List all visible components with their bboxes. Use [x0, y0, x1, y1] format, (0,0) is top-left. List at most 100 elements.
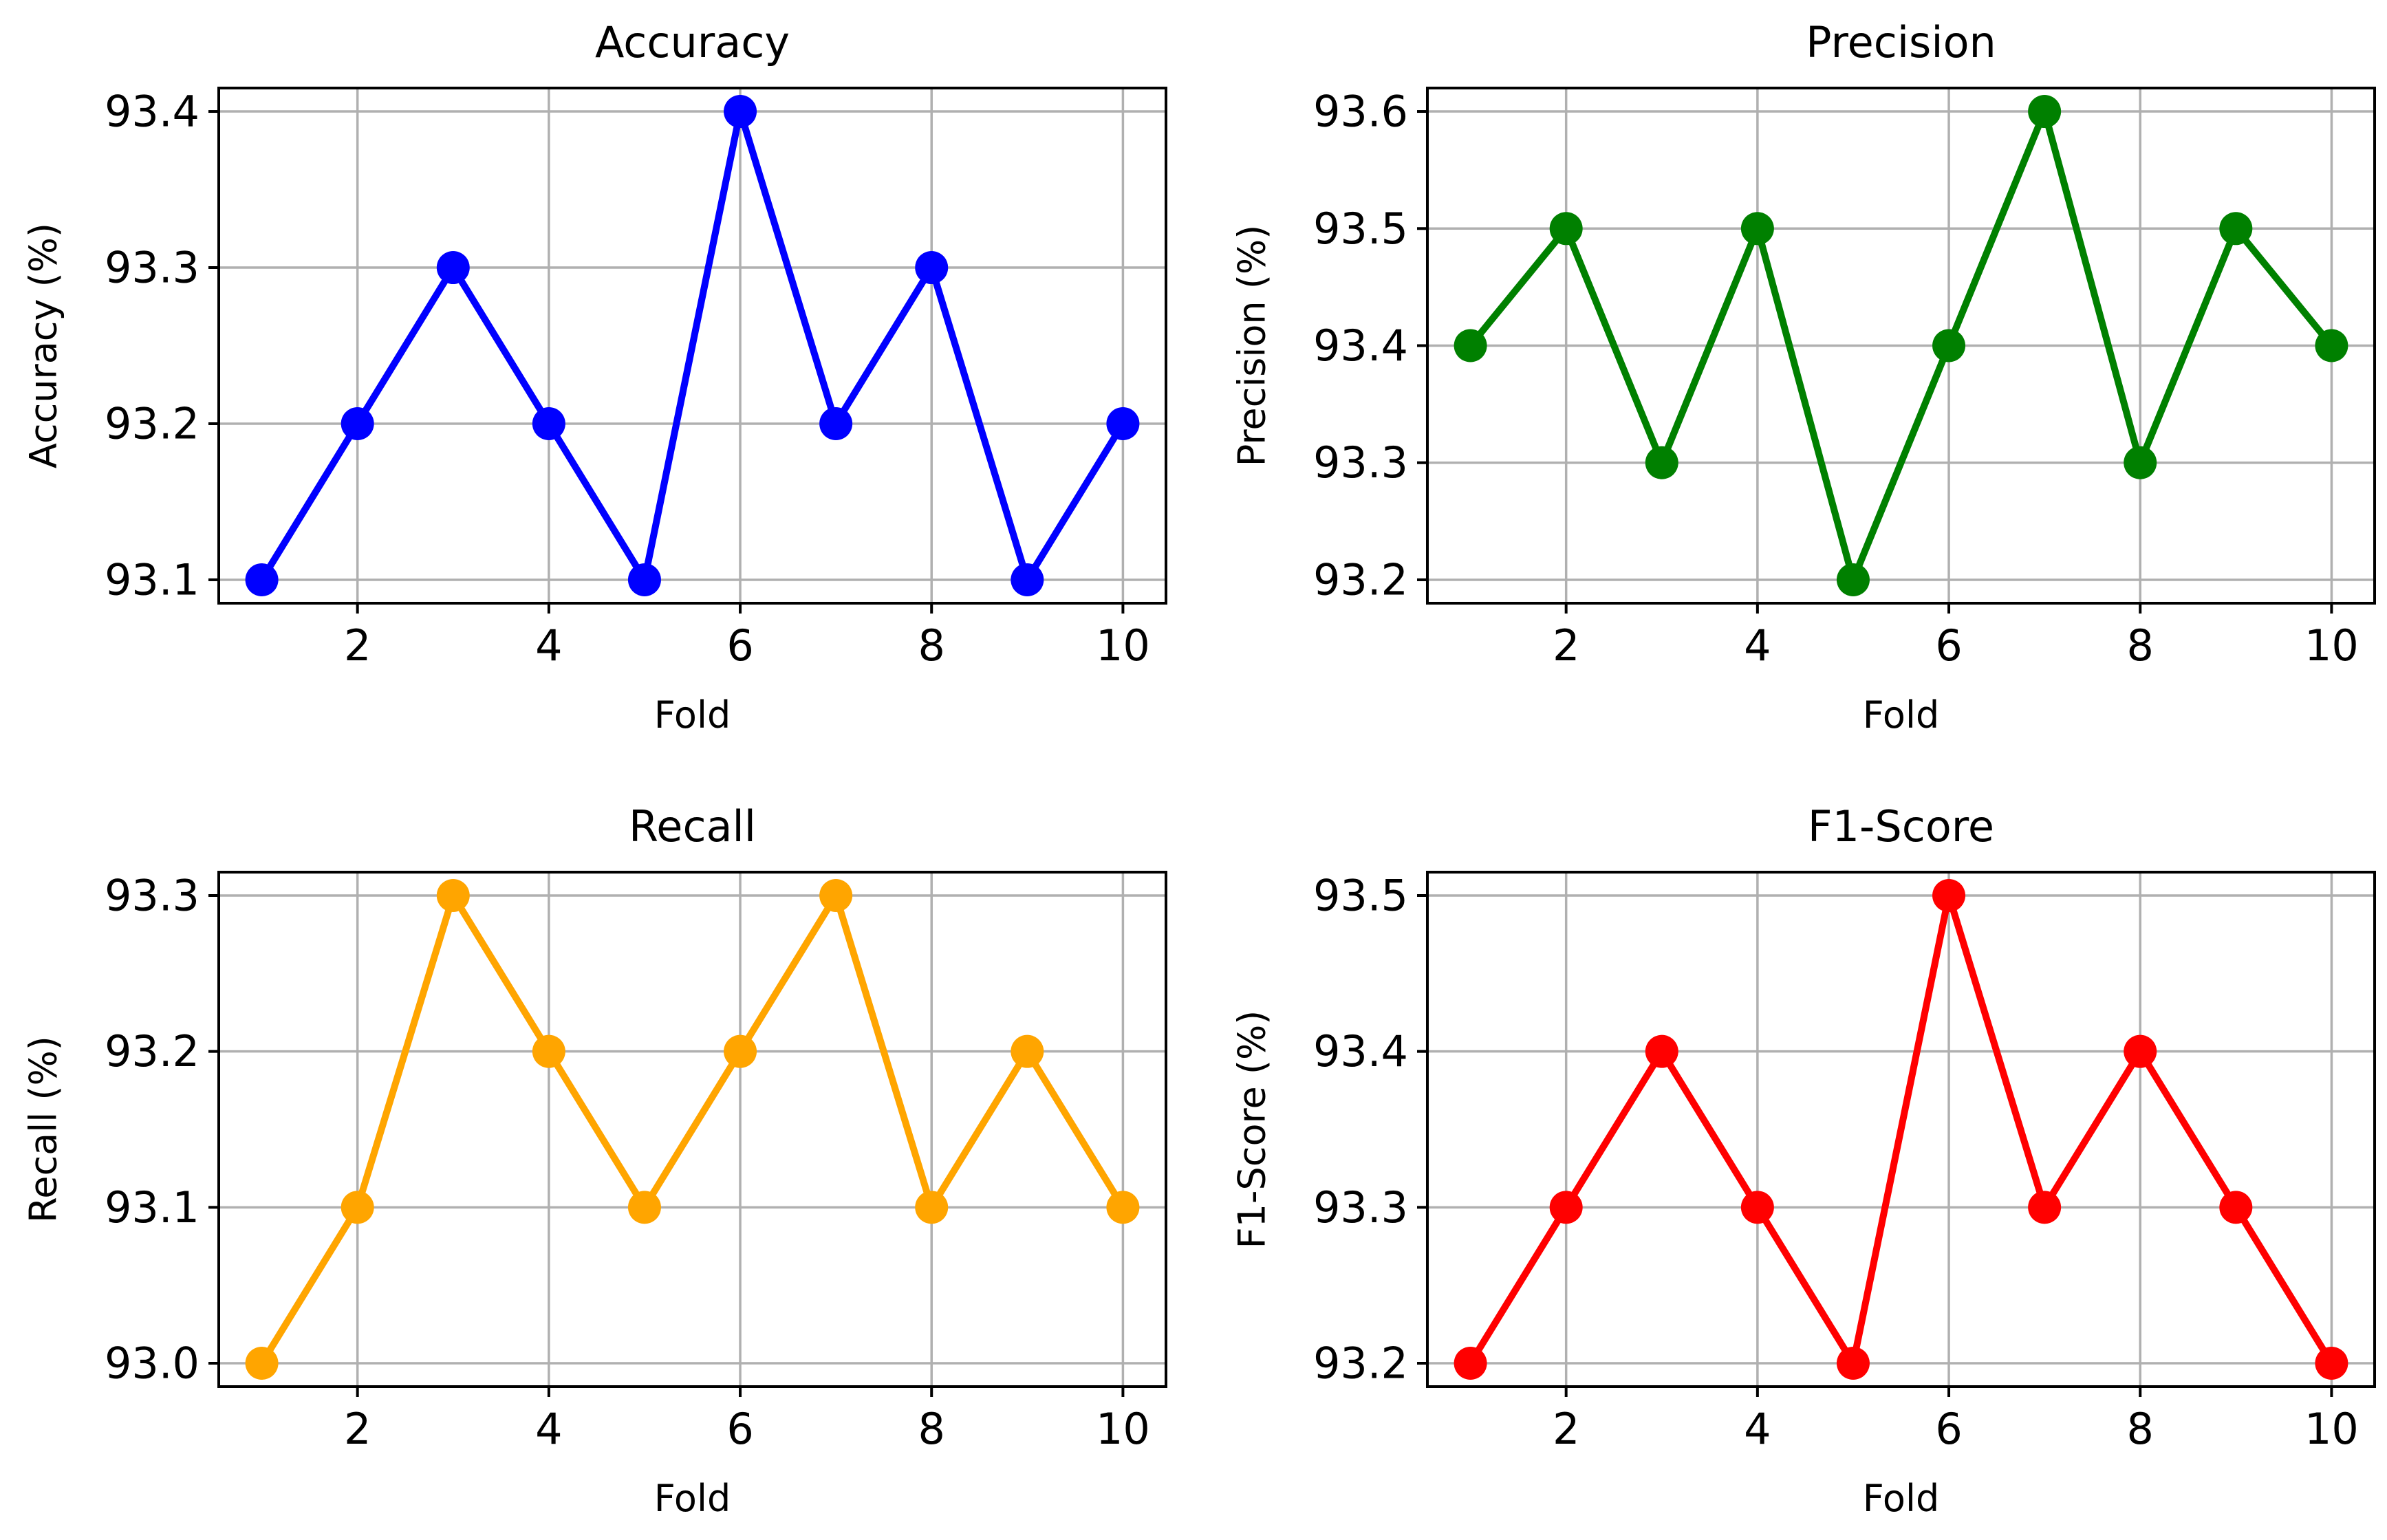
x-tick-label: 10 [1096, 620, 1150, 671]
x-tick-label: 2 [344, 620, 371, 671]
data-point [1932, 329, 1966, 362]
data-point [1011, 1034, 1044, 1068]
data-point [1836, 563, 1870, 596]
x-tick-label: 4 [535, 620, 562, 671]
x-tick-label: 4 [535, 1404, 562, 1454]
y-tick-label: 93.2 [105, 1026, 199, 1076]
data-point [436, 879, 470, 912]
gridlines [219, 872, 1166, 1387]
chart-title: Recall [629, 801, 756, 852]
x-axis-label: Fold [1863, 693, 1939, 737]
series-line [1467, 108, 2335, 583]
data-point [1106, 406, 1140, 440]
y-tick-label: 93.1 [105, 1182, 199, 1233]
data-point [2124, 446, 2157, 479]
chart-panel-4: 2 4 6 8 10 93.2 93.3 93.4 93.5 F1-Score Fold F1-Sco… [1231, 801, 2376, 1520]
x-tick-label: 2 [344, 1404, 371, 1454]
x-tick-label: 6 [1935, 1404, 1962, 1454]
data-point [915, 1191, 949, 1224]
y-tick-label: 93.4 [105, 87, 199, 137]
data-point [819, 879, 853, 912]
axes-frame [217, 87, 1167, 605]
chart-title: Accuracy [595, 17, 790, 67]
chart-title: Precision [1806, 17, 1996, 67]
y-tick-label: 93.4 [1313, 1026, 1408, 1076]
chart-panel-3: 2 4 6 8 10 93.0 93.1 93.2 93.3 Recall Fold Recall (… [22, 801, 1167, 1520]
y-axis-label: Recall (%) [22, 1036, 65, 1223]
gridlines [219, 88, 1166, 603]
y-tick-label: 93.2 [105, 398, 199, 448]
data-point [341, 406, 374, 440]
x-tick-label: 6 [726, 1404, 753, 1454]
y-tick-label: 93.3 [1313, 437, 1408, 488]
gridlines [1427, 88, 2375, 603]
x-tick-label: 10 [2304, 620, 2359, 671]
y-axis-label: Precision (%) [1231, 225, 1274, 467]
data-point [627, 563, 661, 596]
x-tick-label: 8 [2127, 1404, 2154, 1454]
y-tick-label: 93.0 [105, 1338, 199, 1389]
data-point [1454, 329, 1487, 362]
data-point [915, 251, 949, 285]
data-point [532, 1034, 565, 1068]
axes-frame [217, 871, 1167, 1388]
data-point [1011, 563, 1044, 596]
data-point [2315, 329, 2348, 362]
x-axis-label: Fold [654, 1477, 731, 1520]
data-point [1645, 1034, 1678, 1068]
data-point [1836, 1347, 1870, 1380]
y-tick-label: 93.3 [105, 871, 199, 921]
x-tick-label: 4 [1744, 620, 1771, 671]
data-point [1454, 1347, 1487, 1380]
y-tick-label: 93.2 [1313, 554, 1408, 605]
data-point [436, 251, 470, 285]
chart-title: F1-Score [1808, 801, 1994, 852]
y-tick-label: 93.2 [1313, 1338, 1408, 1389]
data-point [245, 563, 279, 596]
data-point [2028, 1191, 2062, 1224]
x-tick-label: 10 [1096, 1404, 1150, 1454]
data-point [1932, 879, 1966, 912]
x-tick-label: 2 [1553, 620, 1579, 671]
data-point [627, 1191, 661, 1224]
chart-panel-2: 2 4 6 8 10 93.2 93.3 93.4 93.5 93.6 Precision Fold P… [1231, 17, 2376, 737]
y-tick-label: 93.6 [1313, 87, 1408, 137]
data-point [1549, 212, 1583, 246]
x-tick-label: 6 [1935, 620, 1962, 671]
x-tick-label: 8 [918, 620, 945, 671]
data-point [2124, 1034, 2157, 1068]
data-point [1645, 446, 1678, 479]
series-line [259, 892, 1126, 1365]
y-tick-label: 93.5 [1313, 871, 1408, 921]
y-tick-label: 93.5 [1313, 204, 1408, 254]
data-point [724, 1034, 757, 1068]
x-tick-label: 8 [918, 1404, 945, 1454]
y-axis-label: Accuracy (%) [22, 223, 65, 468]
data-point [1740, 1191, 1774, 1224]
series-line [1467, 892, 2335, 1367]
y-tick-label: 93.3 [1313, 1182, 1408, 1233]
x-tick-label: 10 [2304, 1404, 2359, 1454]
gridlines [1427, 872, 2375, 1387]
data-point [724, 95, 757, 129]
data-point [2028, 95, 2062, 129]
data-point [1740, 212, 1774, 246]
data-point [819, 406, 853, 440]
x-tick-label: 6 [726, 620, 753, 671]
y-tick-label: 93.4 [1313, 321, 1408, 371]
x-tick-label: 8 [2127, 620, 2154, 671]
data-point [341, 1191, 374, 1224]
y-tick-label: 93.3 [105, 243, 199, 293]
x-axis-label: Fold [1863, 1477, 1939, 1520]
x-axis-label: Fold [654, 693, 731, 737]
chart-panel-1: 2 4 6 8 10 93.1 93.2 93.3 93.4 Accuracy Fold Accura… [22, 17, 1167, 737]
data-point [2219, 1191, 2253, 1224]
x-tick-label: 4 [1744, 1404, 1771, 1454]
x-tick-label: 2 [1553, 1404, 1579, 1454]
data-point [1106, 1191, 1140, 1224]
data-point [2315, 1347, 2348, 1380]
data-point [245, 1347, 279, 1380]
axes-frame [1426, 871, 2376, 1388]
